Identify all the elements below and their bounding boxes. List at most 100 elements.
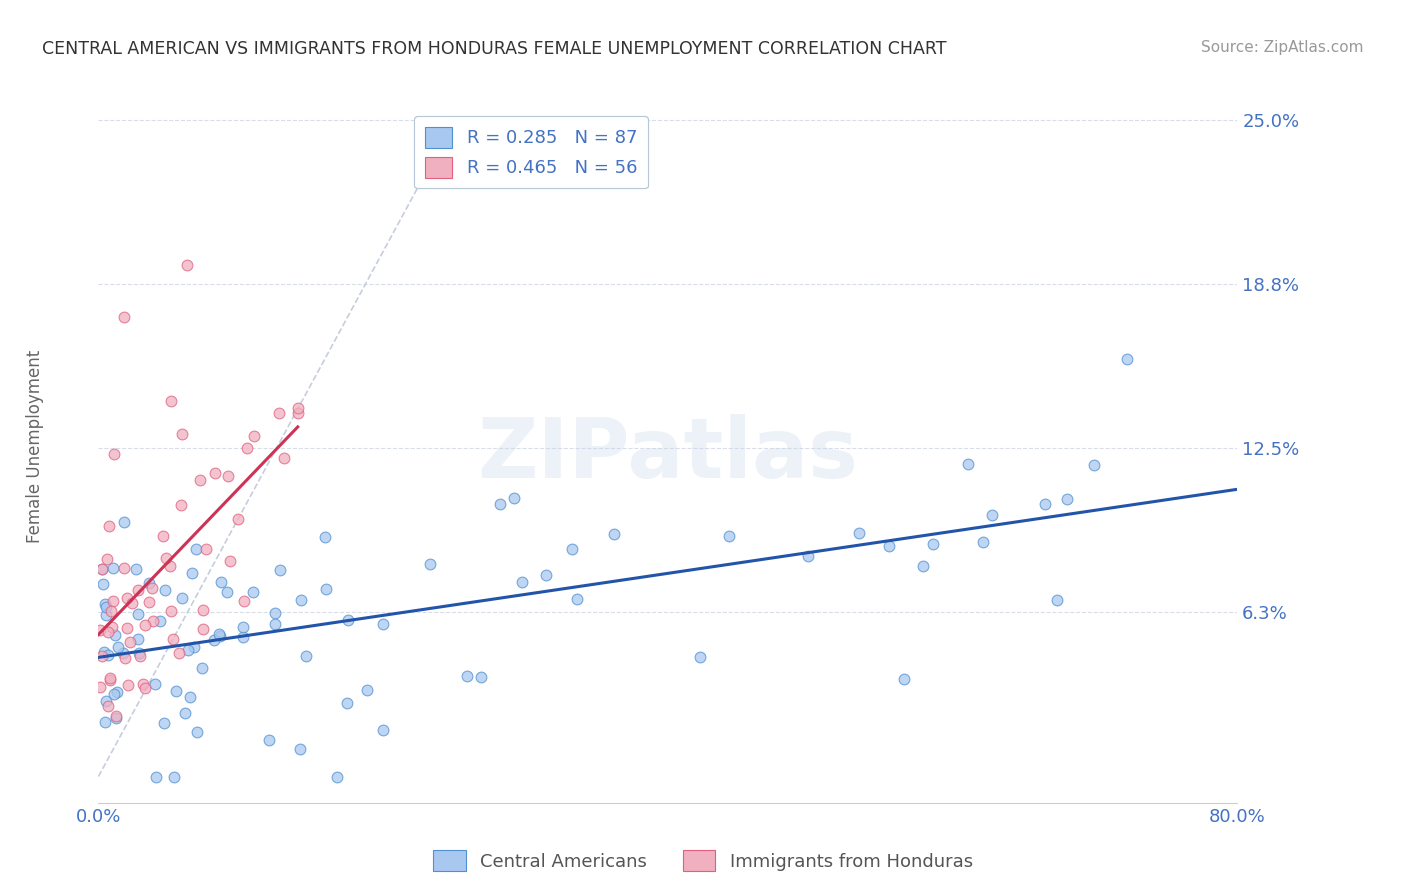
Point	[142, 614, 165, 628]
Point	[209, 629, 232, 643]
Point	[91, 577, 114, 591]
Point	[177, 643, 200, 657]
Point	[172, 591, 194, 605]
Point	[100, 619, 122, 633]
Point	[176, 258, 198, 272]
Point	[105, 711, 128, 725]
Point	[314, 530, 336, 544]
Point	[510, 575, 533, 590]
Point	[170, 427, 193, 442]
Point	[893, 673, 915, 687]
Point	[145, 770, 167, 784]
Point	[371, 723, 394, 737]
Point	[93, 645, 115, 659]
Point	[98, 518, 121, 533]
Point	[107, 640, 129, 655]
Point	[162, 632, 184, 646]
Point	[191, 603, 214, 617]
Point	[94, 715, 117, 730]
Point	[242, 585, 264, 599]
Point	[125, 562, 148, 576]
Point	[169, 498, 191, 512]
Point	[326, 770, 349, 784]
Point	[103, 447, 125, 461]
Point	[128, 648, 150, 663]
Point	[264, 617, 287, 632]
Point	[155, 551, 177, 566]
Point	[134, 681, 156, 695]
Point	[112, 310, 135, 324]
Point	[103, 687, 125, 701]
Point	[100, 673, 122, 687]
Point	[209, 575, 232, 590]
Point	[315, 582, 337, 597]
Point	[717, 529, 740, 543]
Point	[489, 498, 512, 512]
Point	[259, 733, 281, 747]
Point	[94, 597, 117, 611]
Point	[567, 592, 589, 607]
Point	[97, 699, 120, 714]
Point	[117, 591, 139, 605]
Point	[149, 614, 172, 628]
Point	[273, 451, 295, 466]
Point	[456, 668, 478, 682]
Point	[1116, 352, 1139, 367]
Point	[134, 617, 156, 632]
Point	[1056, 492, 1078, 507]
Point	[184, 541, 207, 556]
Point	[848, 525, 870, 540]
Point	[100, 604, 122, 618]
Point	[103, 594, 125, 608]
Point	[186, 725, 208, 739]
Point	[141, 581, 163, 595]
Point	[117, 678, 139, 692]
Point	[152, 529, 174, 543]
Point	[131, 677, 153, 691]
Point	[90, 562, 112, 576]
Point	[208, 627, 231, 641]
Point	[534, 568, 557, 582]
Point	[120, 635, 142, 649]
Point	[877, 539, 900, 553]
Point	[104, 709, 127, 723]
Point	[232, 593, 254, 607]
Point	[91, 649, 114, 664]
Point	[419, 558, 441, 572]
Text: Female Unemployment: Female Unemployment	[27, 350, 44, 542]
Point	[294, 648, 316, 663]
Point	[163, 770, 186, 784]
Point	[104, 628, 127, 642]
Point	[173, 706, 195, 720]
Point	[287, 401, 309, 415]
Point	[143, 677, 166, 691]
Point	[336, 613, 359, 627]
Point	[267, 406, 290, 420]
Point	[121, 596, 143, 610]
Point	[89, 623, 111, 637]
Point	[127, 632, 149, 647]
Point	[96, 693, 118, 707]
Point	[96, 607, 118, 622]
Point	[181, 566, 204, 580]
Point	[602, 526, 624, 541]
Point	[96, 551, 118, 566]
Point	[111, 646, 134, 660]
Point	[243, 429, 266, 443]
Legend: Central Americans, Immigrants from Honduras: Central Americans, Immigrants from Hondu…	[426, 843, 980, 879]
Point	[138, 575, 160, 590]
Point	[101, 560, 124, 574]
Point	[204, 466, 226, 480]
Point	[371, 616, 394, 631]
Point	[153, 715, 176, 730]
Point	[179, 690, 201, 704]
Point	[188, 473, 211, 487]
Point	[112, 560, 135, 574]
Point	[191, 622, 214, 636]
Point	[957, 457, 980, 471]
Point	[561, 541, 583, 556]
Point	[980, 508, 1002, 523]
Point	[98, 671, 121, 685]
Point	[128, 646, 150, 660]
Point	[114, 650, 136, 665]
